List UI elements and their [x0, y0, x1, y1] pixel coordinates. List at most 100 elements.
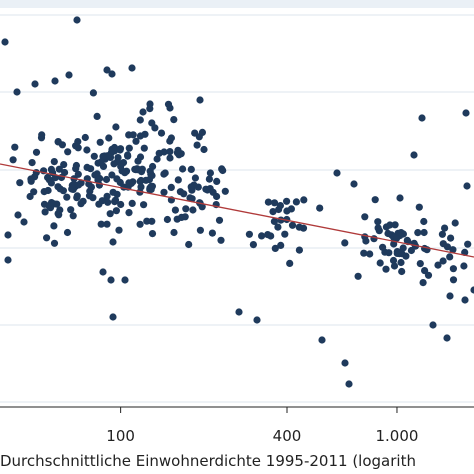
data-point: [68, 181, 76, 189]
data-point: [235, 308, 243, 316]
data-point: [333, 169, 341, 177]
x-axis-title: Durchschnittliche Einwohnerdichte 1995-2…: [0, 452, 416, 470]
data-point: [124, 151, 132, 159]
data-point: [1, 38, 9, 46]
data-point: [264, 231, 272, 239]
data-point: [188, 195, 196, 203]
data-point: [50, 158, 58, 166]
data-point: [163, 215, 171, 224]
data-point: [205, 175, 213, 183]
data-point: [87, 183, 95, 191]
data-point: [441, 224, 449, 232]
data-point: [132, 137, 140, 145]
data-point: [50, 222, 58, 230]
data-point: [87, 165, 95, 173]
data-point: [275, 205, 283, 214]
data-point: [103, 66, 111, 74]
data-point: [131, 165, 139, 173]
data-point: [447, 234, 455, 242]
data-point: [137, 176, 145, 185]
data-point: [43, 234, 51, 242]
data-point: [318, 336, 326, 344]
data-point: [160, 188, 168, 196]
data-point: [160, 170, 168, 178]
data-point: [446, 253, 454, 261]
data-point: [99, 268, 107, 276]
data-point: [94, 176, 102, 184]
data-point: [125, 144, 133, 152]
data-point: [170, 116, 178, 124]
data-point: [99, 152, 107, 160]
data-point: [451, 219, 459, 227]
data-point: [109, 188, 117, 196]
data-point: [316, 204, 324, 212]
data-point: [47, 179, 56, 187]
data-point: [170, 228, 178, 237]
data-point: [274, 223, 282, 231]
data-point: [419, 279, 427, 287]
data-point: [136, 132, 144, 140]
data-point: [416, 260, 424, 268]
data-point: [283, 197, 291, 205]
data-point: [56, 206, 64, 214]
data-point: [166, 148, 174, 156]
data-point: [89, 194, 97, 202]
data-point: [281, 230, 289, 238]
data-point: [9, 156, 17, 164]
data-point: [4, 231, 12, 239]
data-point: [74, 138, 82, 146]
data-point: [429, 321, 437, 329]
data-point: [32, 148, 41, 156]
data-point: [191, 174, 199, 182]
data-point: [137, 183, 145, 191]
data-point: [371, 196, 379, 204]
data-point: [53, 200, 61, 208]
data-point: [167, 134, 175, 142]
data-point: [151, 124, 159, 132]
data-point: [11, 143, 19, 151]
data-point: [288, 221, 297, 229]
data-point: [108, 70, 116, 78]
data-point: [341, 239, 349, 247]
data-point: [26, 192, 34, 201]
data-point: [171, 206, 179, 214]
data-point: [38, 131, 46, 139]
data-point: [341, 359, 349, 367]
data-point: [64, 148, 72, 156]
data-point: [102, 175, 111, 184]
data-point: [182, 205, 190, 213]
data-point: [157, 129, 166, 137]
data-point: [217, 236, 225, 244]
data-point: [138, 165, 146, 173]
data-point: [362, 237, 370, 245]
data-point: [81, 133, 89, 142]
data-point: [414, 229, 422, 237]
data-point: [51, 77, 59, 85]
data-point: [193, 141, 201, 149]
data-point: [399, 244, 407, 252]
data-point: [41, 208, 49, 216]
data-point: [90, 152, 98, 160]
data-point: [185, 240, 193, 249]
plot-area: [0, 8, 474, 407]
data-point: [221, 187, 229, 195]
data-point: [354, 272, 362, 280]
data-point: [60, 161, 68, 169]
data-point: [27, 177, 35, 185]
data-point: [245, 230, 253, 238]
data-point: [28, 159, 36, 167]
data-point: [438, 230, 446, 238]
data-point: [449, 276, 458, 284]
data-point: [107, 276, 115, 284]
data-point: [213, 177, 221, 185]
data-point: [173, 215, 181, 223]
data-point: [106, 210, 114, 218]
data-point: [407, 246, 415, 255]
data-point: [73, 16, 81, 24]
data-point: [109, 313, 117, 321]
data-point: [97, 158, 105, 166]
data-point: [174, 176, 182, 184]
data-point: [385, 249, 393, 257]
